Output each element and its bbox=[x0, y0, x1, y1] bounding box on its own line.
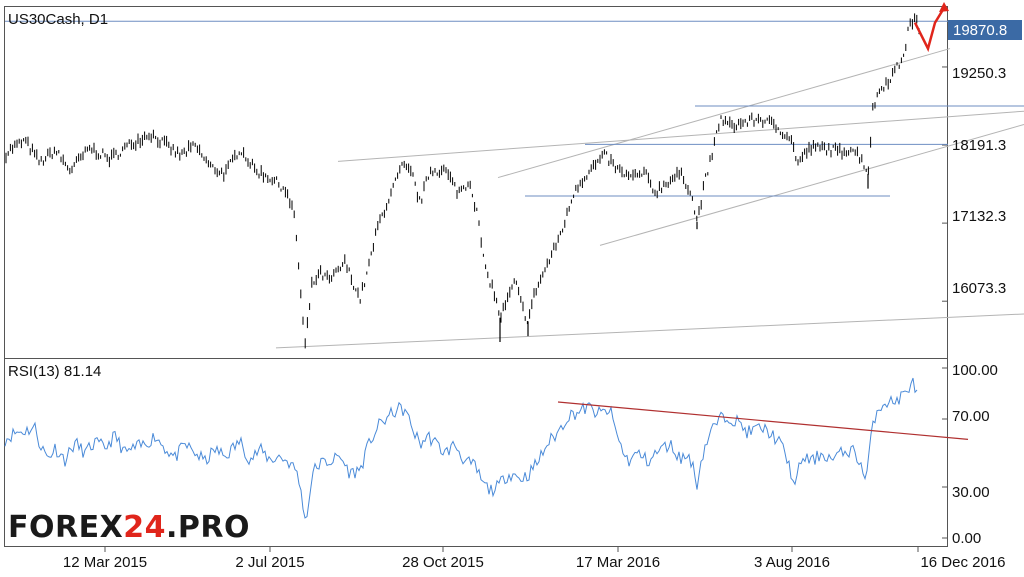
current-price-tag-bg bbox=[948, 20, 1022, 40]
price-axis: 19250.3 18191.3 17132.3 16073.3 bbox=[952, 65, 1006, 297]
rsi-series-label: RSI(13) 81.14 bbox=[8, 363, 101, 380]
forex24-logo: FOREX24.PRO bbox=[8, 510, 250, 545]
price-tick-label: 16073.3 bbox=[952, 280, 1006, 297]
rsi-tick-label: 30.00 bbox=[952, 484, 990, 501]
trend-line bbox=[599, 124, 1024, 246]
logo-suffix: .PRO bbox=[165, 510, 250, 545]
rsi-layer bbox=[4, 367, 969, 539]
current-price-tag: 19870.8 bbox=[948, 20, 1022, 40]
x-axis: 12 Mar 2015 2 Jul 2015 28 Oct 2015 17 Ma… bbox=[63, 546, 1006, 571]
x-tick-label: 2 Jul 2015 bbox=[235, 554, 304, 571]
rsi-panel-frame bbox=[4, 358, 948, 547]
rsi-tick-label: 70.00 bbox=[952, 408, 990, 425]
price-layer bbox=[5, 2, 1024, 349]
price-series-label: US30Cash, D1 bbox=[8, 11, 108, 28]
trend-line bbox=[497, 48, 951, 179]
x-tick-label: 3 Aug 2016 bbox=[754, 554, 830, 571]
trend-line bbox=[337, 110, 1024, 162]
logo-number: 24 bbox=[123, 510, 166, 545]
price-panel-frame bbox=[4, 6, 948, 359]
rsi-tick-label: 100.00 bbox=[952, 362, 998, 379]
rsi-axis: 100.00 70.00 30.00 0.00 bbox=[952, 362, 998, 547]
logo-prefix: FOREX bbox=[8, 510, 124, 545]
rsi-tick-label: 0.00 bbox=[952, 530, 981, 547]
x-tick-label: 28 Oct 2015 bbox=[402, 554, 484, 571]
x-tick-label: 17 Mar 2016 bbox=[576, 554, 660, 571]
forecast-arrow bbox=[913, 7, 946, 53]
rsi-line bbox=[4, 377, 918, 519]
price-tick-label: 17132.3 bbox=[952, 208, 1006, 225]
price-tick-label: 19250.3 bbox=[952, 65, 1006, 82]
x-tick-label: 16 Dec 2016 bbox=[920, 554, 1005, 571]
forecast-arrow-head bbox=[939, 2, 949, 12]
price-tick-label: 18191.3 bbox=[952, 137, 1006, 154]
rsi-trend-line bbox=[557, 401, 969, 440]
x-tick-label: 12 Mar 2015 bbox=[63, 554, 147, 571]
current-price-label: 19870.8 bbox=[953, 22, 1007, 39]
trend-line bbox=[275, 313, 1024, 349]
